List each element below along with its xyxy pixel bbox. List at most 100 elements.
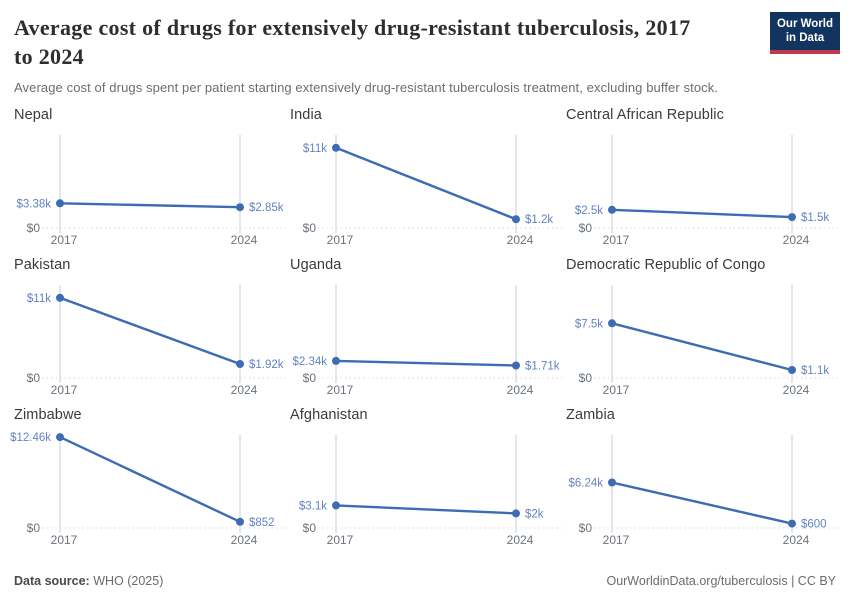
panel-central-african-republic: Central African Republic $0 2017 2024 $2.5k… [566,107,838,255]
data-point-2017 [332,143,340,152]
data-line [335,146,517,221]
y-axis-zero-label: $0 [27,221,41,235]
panel-pakistan: Pakistan $0 2017 2024 $11k $1.92k [14,257,286,405]
facet-title: Uganda [290,257,342,274]
value-label-end: $2.85k [249,202,284,214]
value-label-start: $11k [27,293,51,305]
facet-plot: $0 2017 2024 $2.34k $1.71k [290,281,562,405]
x-tick-label-2024: 2024 [783,383,810,397]
facet-title: Pakistan [14,257,71,274]
data-point-2024 [788,213,796,222]
facet-plot: $0 2017 2024 $2.5k $1.5k [566,131,838,255]
x-tick-label-2024: 2024 [783,533,810,547]
x-tick-label-2024: 2024 [507,383,534,397]
y-axis-zero-label: $0 [303,371,317,385]
owid-logo-line2: in Data [785,32,825,45]
data-line [335,504,517,515]
x-tick-label-2024: 2024 [231,383,258,397]
data-line [611,322,793,372]
data-point-2024 [512,509,520,518]
facet-plot: $0 2017 2024 $11k $1.2k [290,131,562,255]
data-point-2024 [788,519,796,528]
value-label-start: $6.24k [568,478,603,490]
facet-title: India [290,107,322,124]
x-tick-label-2017: 2017 [603,233,630,247]
data-line [59,202,241,209]
x-tick-label-2017: 2017 [51,233,78,247]
data-source-value: WHO (2025) [93,574,164,588]
value-label-end: $1.2k [525,214,553,226]
value-label-start: $3.1k [299,501,327,513]
x-tick-label-2024: 2024 [783,233,810,247]
panel-zambia: Zambia $0 2017 2024 $6.24k $600 [566,407,838,555]
value-label-start: $3.38k [16,198,51,210]
facet-title: Zimbabwe [14,407,82,424]
x-tick-label-2017: 2017 [603,533,630,547]
y-axis-zero-label: $0 [303,521,317,535]
data-source: Data source: WHO (2025) [14,574,163,588]
value-label-end: $2k [525,509,544,521]
data-point-2024 [236,360,244,369]
owid-logo: Our World in Data [770,12,840,54]
license-label: CC BY [797,574,836,588]
value-label-end: $1.5k [801,212,829,224]
facet-title: Zambia [566,407,615,424]
value-label-start: $2.34k [292,356,327,368]
data-line [59,296,241,366]
data-point-2017 [56,293,64,302]
x-tick-label-2024: 2024 [231,233,258,247]
value-label-end: $852 [249,517,275,529]
attribution-separator: | [791,574,795,588]
data-point-2024 [788,366,796,375]
facet-title: Afghanistan [290,407,368,424]
facet-title: Central African Republic [566,107,724,124]
owid-url: OurWorldinData.org/tuberculosis [606,574,788,588]
value-label-start: $12.46k [10,432,51,444]
y-axis-zero-label: $0 [579,221,593,235]
data-point-2017 [608,319,616,328]
chart-subtitle: Average cost of drugs spent per patient … [14,80,719,96]
panel-uganda: Uganda $0 2017 2024 $2.34k $1.71k [290,257,562,405]
facet-title: Democratic Republic of Congo [566,257,766,274]
facet-plot: $0 2017 2024 $3.1k $2k [290,431,562,555]
chart-header: Average cost of drugs for extensively dr… [14,12,840,96]
x-tick-label-2024: 2024 [507,533,534,547]
facet-plot: $0 2017 2024 $12.46k $852 [10,431,286,555]
data-line [59,436,241,524]
data-line [611,481,793,525]
data-point-2024 [236,203,244,212]
data-point-2017 [56,199,64,208]
value-label-end: $1.71k [525,361,560,373]
x-tick-label-2017: 2017 [327,533,354,547]
data-point-2017 [332,501,340,510]
data-line [611,208,793,219]
data-point-2024 [512,215,520,224]
x-tick-label-2017: 2017 [603,383,630,397]
facet-plot: $0 2017 2024 $11k $1.92k [14,281,286,405]
data-source-label: Data source: [14,574,90,588]
value-label-start: $11k [303,143,327,155]
y-axis-zero-label: $0 [303,221,317,235]
y-axis-zero-label: $0 [579,521,593,535]
facet-plot: $0 2017 2024 $3.38k $2.85k [14,131,286,255]
panel-democratic-republic-of-congo: Democratic Republic of Congo $0 2017 2024 $… [566,257,838,405]
facet-title: Nepal [14,107,53,124]
chart-title: Average cost of drugs for extensively dr… [14,15,691,69]
facet-grid: Nepal $0 2017 2024 $3.38k $2.85k India $0 201… [10,107,838,555]
panel-afghanistan: Afghanistan $0 2017 2024 $3.1k $2k [290,407,562,555]
y-axis-zero-label: $0 [27,521,41,535]
panel-zimbabwe: Zimbabwe $0 2017 2024 $12.46k $852 [10,407,286,555]
panel-india: India $0 2017 2024 $11k $1.2k [290,107,562,255]
chart-footer: Data source: WHO (2025) OurWorldinData.o… [14,574,836,588]
attribution: OurWorldinData.org/tuberculosis | CC BY [606,574,836,588]
data-point-2017 [608,205,616,214]
x-tick-label-2024: 2024 [507,233,534,247]
data-point-2017 [608,478,616,487]
value-label-start: $2.5k [575,205,603,217]
x-tick-label-2017: 2017 [327,233,354,247]
data-point-2024 [236,517,244,526]
value-label-start: $7.5k [575,318,603,330]
owid-logo-line1: Our World [776,18,833,30]
x-tick-label-2017: 2017 [327,383,354,397]
